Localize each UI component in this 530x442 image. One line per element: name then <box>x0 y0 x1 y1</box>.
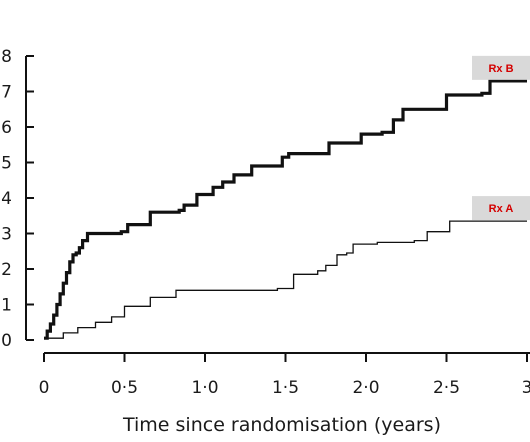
series-group <box>44 79 527 340</box>
x-tick-label: 2·5 <box>433 378 460 398</box>
y-axis: 0 1 2 3 4 5 6 7 8 <box>1 47 34 351</box>
x-tick-label: 0 <box>39 378 50 398</box>
x-ticks: 0 0·5 1·0 1·5 2·0 2·5 3 <box>39 353 530 398</box>
legend-box-rx-a <box>472 196 530 221</box>
legend-group: Rx B Rx A <box>472 55 530 221</box>
x-tick-label: 2·0 <box>352 378 379 398</box>
y-tick-label: 4 <box>1 189 12 209</box>
legend-box-rx-b <box>472 55 530 80</box>
legend-label-rx-b: Rx B <box>488 63 513 75</box>
y-tick-label: 3 <box>1 225 12 245</box>
x-tick-label: 0·5 <box>111 378 138 398</box>
series-line-rx-b <box>44 79 527 340</box>
x-axis: 0 0·5 1·0 1·5 2·0 2·5 3 <box>39 352 530 398</box>
y-tick-label: 1 <box>1 296 12 316</box>
y-ticks: 0 1 2 3 4 5 6 7 8 <box>1 47 34 351</box>
series-line-rx-a <box>44 220 527 339</box>
x-tick-label: 1·5 <box>272 378 299 398</box>
y-tick-label: 6 <box>1 118 12 138</box>
y-tick-label: 8 <box>1 47 12 67</box>
y-tick-label: 0 <box>1 331 12 351</box>
x-tick-label: 3 <box>522 378 530 398</box>
x-axis-title: Time since randomisation (years) <box>122 414 441 436</box>
y-tick-label: 7 <box>1 83 12 103</box>
legend-label-rx-a: Rx A <box>489 203 514 215</box>
x-tick-label: 1·0 <box>191 378 218 398</box>
y-tick-label: 5 <box>1 154 12 174</box>
y-tick-label: 2 <box>1 260 12 280</box>
